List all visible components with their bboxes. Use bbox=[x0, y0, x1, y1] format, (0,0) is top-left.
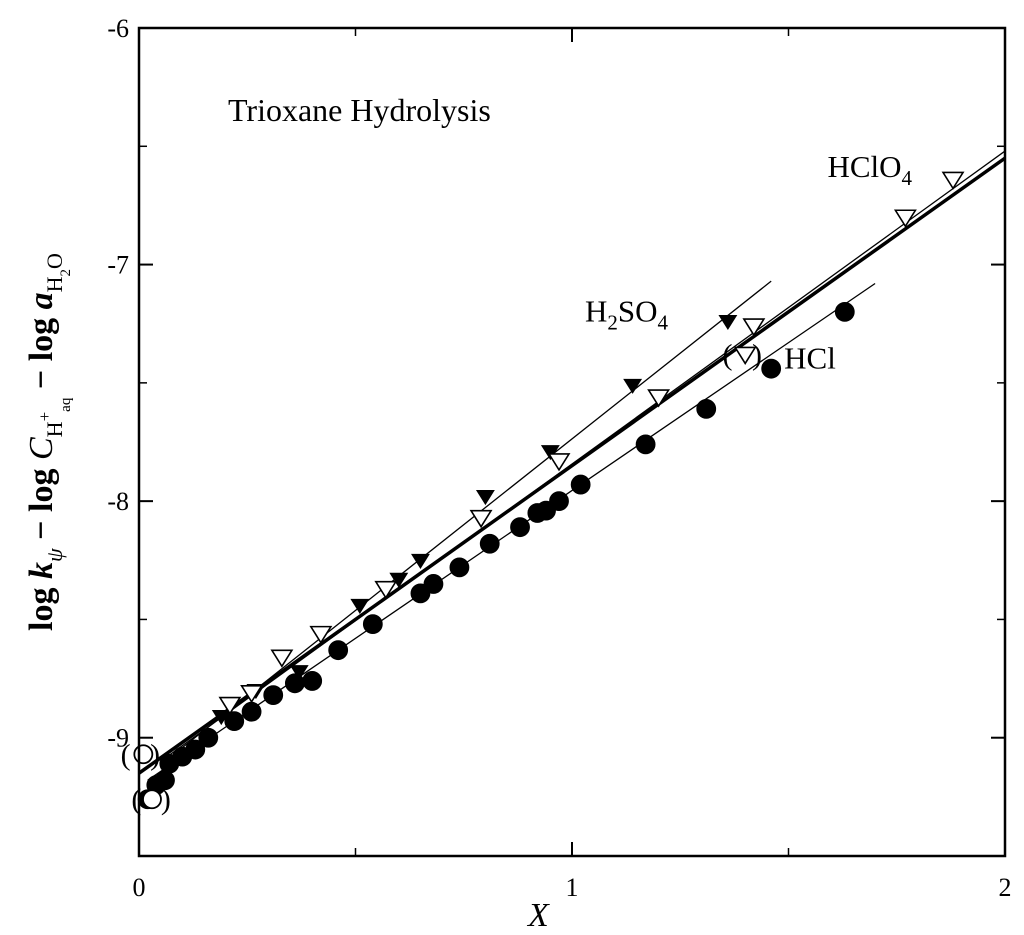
x-tick-label-0: 0 bbox=[133, 873, 146, 902]
point-series-2-10 bbox=[284, 673, 305, 694]
point-series-2-21 bbox=[549, 491, 569, 512]
point-series-1-1 bbox=[240, 684, 264, 704]
point-series-2-8 bbox=[241, 701, 262, 722]
point-series-2-5 bbox=[185, 739, 206, 760]
point-series-0-9 bbox=[718, 314, 738, 331]
y-tick-label-0: -9 bbox=[107, 724, 129, 753]
point-series-0-2 bbox=[289, 665, 309, 681]
overall-fit-line bbox=[139, 156, 1005, 775]
x-axis-label: X bbox=[526, 897, 550, 934]
point-series-1-0 bbox=[218, 696, 242, 716]
point-series-0-8 bbox=[623, 378, 643, 394]
paren-mark-0: ( ) bbox=[121, 738, 166, 771]
series-label-1: HClO4 bbox=[827, 149, 912, 190]
point-series-2-7 bbox=[224, 711, 245, 732]
point-series-2-26 bbox=[834, 301, 855, 322]
series-label-0: H2SO4 bbox=[585, 293, 669, 334]
y-tick-label-3: -6 bbox=[107, 14, 129, 43]
point-series-2-9 bbox=[263, 685, 284, 706]
point-series-2-22 bbox=[570, 474, 591, 495]
y-tick-label-1: -8 bbox=[107, 487, 129, 516]
point-series-0-5 bbox=[411, 553, 430, 569]
fit-layer bbox=[139, 150, 1005, 781]
series-label-2: HCl bbox=[784, 341, 836, 376]
paren-mark-2: ( ) bbox=[722, 338, 767, 371]
point-series-1-8 bbox=[742, 318, 766, 337]
point-series-2-25 bbox=[761, 358, 782, 379]
point-series-0-3 bbox=[350, 598, 370, 614]
point-series-0-7 bbox=[540, 445, 560, 461]
point-series-3-1 bbox=[142, 789, 162, 810]
point-series-2-18 bbox=[510, 517, 530, 538]
point-series-0-4 bbox=[389, 572, 409, 588]
point-series-2-16 bbox=[449, 557, 470, 578]
chart-title: Trioxane Hydrolysis bbox=[228, 92, 491, 128]
point-series-2-15 bbox=[423, 574, 444, 594]
tick-layer: 0 1 2 -9 -8 -7 -6 bbox=[107, 14, 1011, 902]
point-series-2-13 bbox=[362, 614, 383, 635]
point-series-1-7 bbox=[647, 389, 671, 408]
x-tick-label-1: 1 bbox=[566, 873, 579, 902]
point-series-1-10 bbox=[941, 171, 965, 190]
x-tick-label-2: 2 bbox=[999, 873, 1012, 902]
point-series-2-23 bbox=[635, 434, 656, 455]
point-series-4-0 bbox=[733, 346, 757, 365]
point-series-2-11 bbox=[302, 671, 323, 691]
point-series-0-6 bbox=[475, 490, 495, 506]
point-series-2-6 bbox=[198, 727, 219, 748]
point-series-1-3 bbox=[309, 625, 333, 645]
point-series-2-17 bbox=[479, 533, 500, 554]
point-series-1-6 bbox=[547, 453, 571, 472]
point-series-1-2 bbox=[270, 649, 294, 668]
y-axis-label: log kψ − log CH+aq − log aH2O bbox=[23, 253, 74, 631]
y-tick-label-2: -7 bbox=[107, 251, 129, 280]
point-series-1-9 bbox=[893, 209, 917, 228]
point-series-2-24 bbox=[696, 398, 717, 419]
point-series-1-4 bbox=[374, 580, 398, 600]
marker-layer bbox=[133, 171, 965, 810]
point-series-1-5 bbox=[469, 509, 493, 529]
plot-frame bbox=[137, 26, 1007, 858]
point-series-2-12 bbox=[328, 640, 349, 661]
